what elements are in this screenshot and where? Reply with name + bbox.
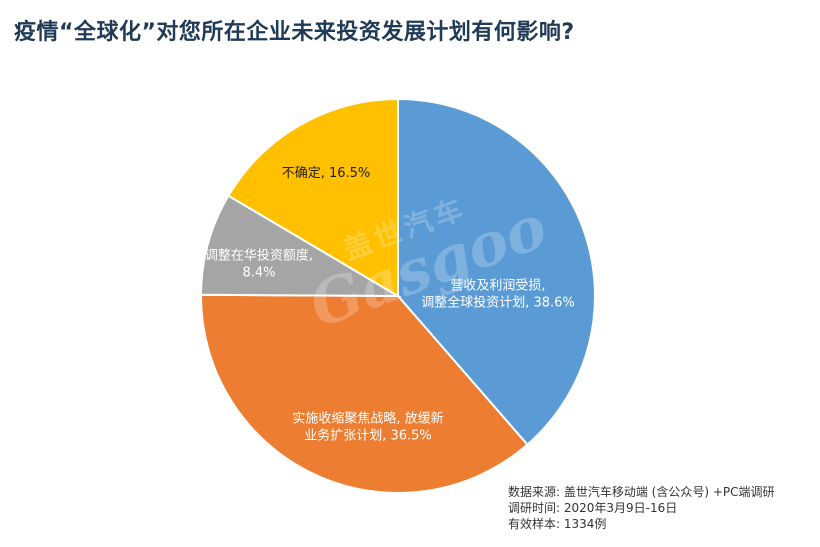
source-line-1: 数据来源: 盖世汽车移动端 (含公众号) +PC端调研 <box>508 485 775 499</box>
slice-label-0: 营收及利润受损,调整全球投资计划, 38.6% <box>421 279 575 311</box>
source-notes: 数据来源: 盖世汽车移动端 (含公众号) +PC端调研 调研时间: 2020年3… <box>508 484 775 532</box>
chart-title: 疫情“全球化”对您所在企业未来投资发展计划有何影响? <box>14 20 575 45</box>
pie-slice-1 <box>200 293 529 494</box>
slice-label-0-line-0: 营收及利润受损, <box>450 279 545 294</box>
slice-label-2-line-0: 调整在华投资额度, <box>205 248 313 264</box>
slice-label-3: 不确定, 16.5% <box>282 166 371 181</box>
slice-label-1-line-1: 业务扩张计划, 36.5% <box>304 428 432 444</box>
slice-label-3-line-0: 不确定, 16.5% <box>282 166 371 181</box>
source-line-2: 调研时间: 2020年3月9日-16日 <box>508 501 678 515</box>
slice-label-1: 实施收缩聚焦战略, 放缓新业务扩张计划, 36.5% <box>292 411 443 444</box>
slice-label-2-line-1: 8.4% <box>242 266 275 281</box>
slice-label-1-line-0: 实施收缩聚焦战略, 放缓新 <box>292 411 443 427</box>
slice-label-0-line-1: 调整全球投资计划, 38.6% <box>421 295 575 311</box>
source-line-3: 有效样本: 1334例 <box>508 517 607 531</box>
pie-slice-0 <box>397 97 596 446</box>
pie-slice-2 <box>199 194 402 298</box>
slice-label-2: 调整在华投资额度, 8.4% <box>205 248 313 281</box>
pie-slice-3 <box>227 97 399 298</box>
